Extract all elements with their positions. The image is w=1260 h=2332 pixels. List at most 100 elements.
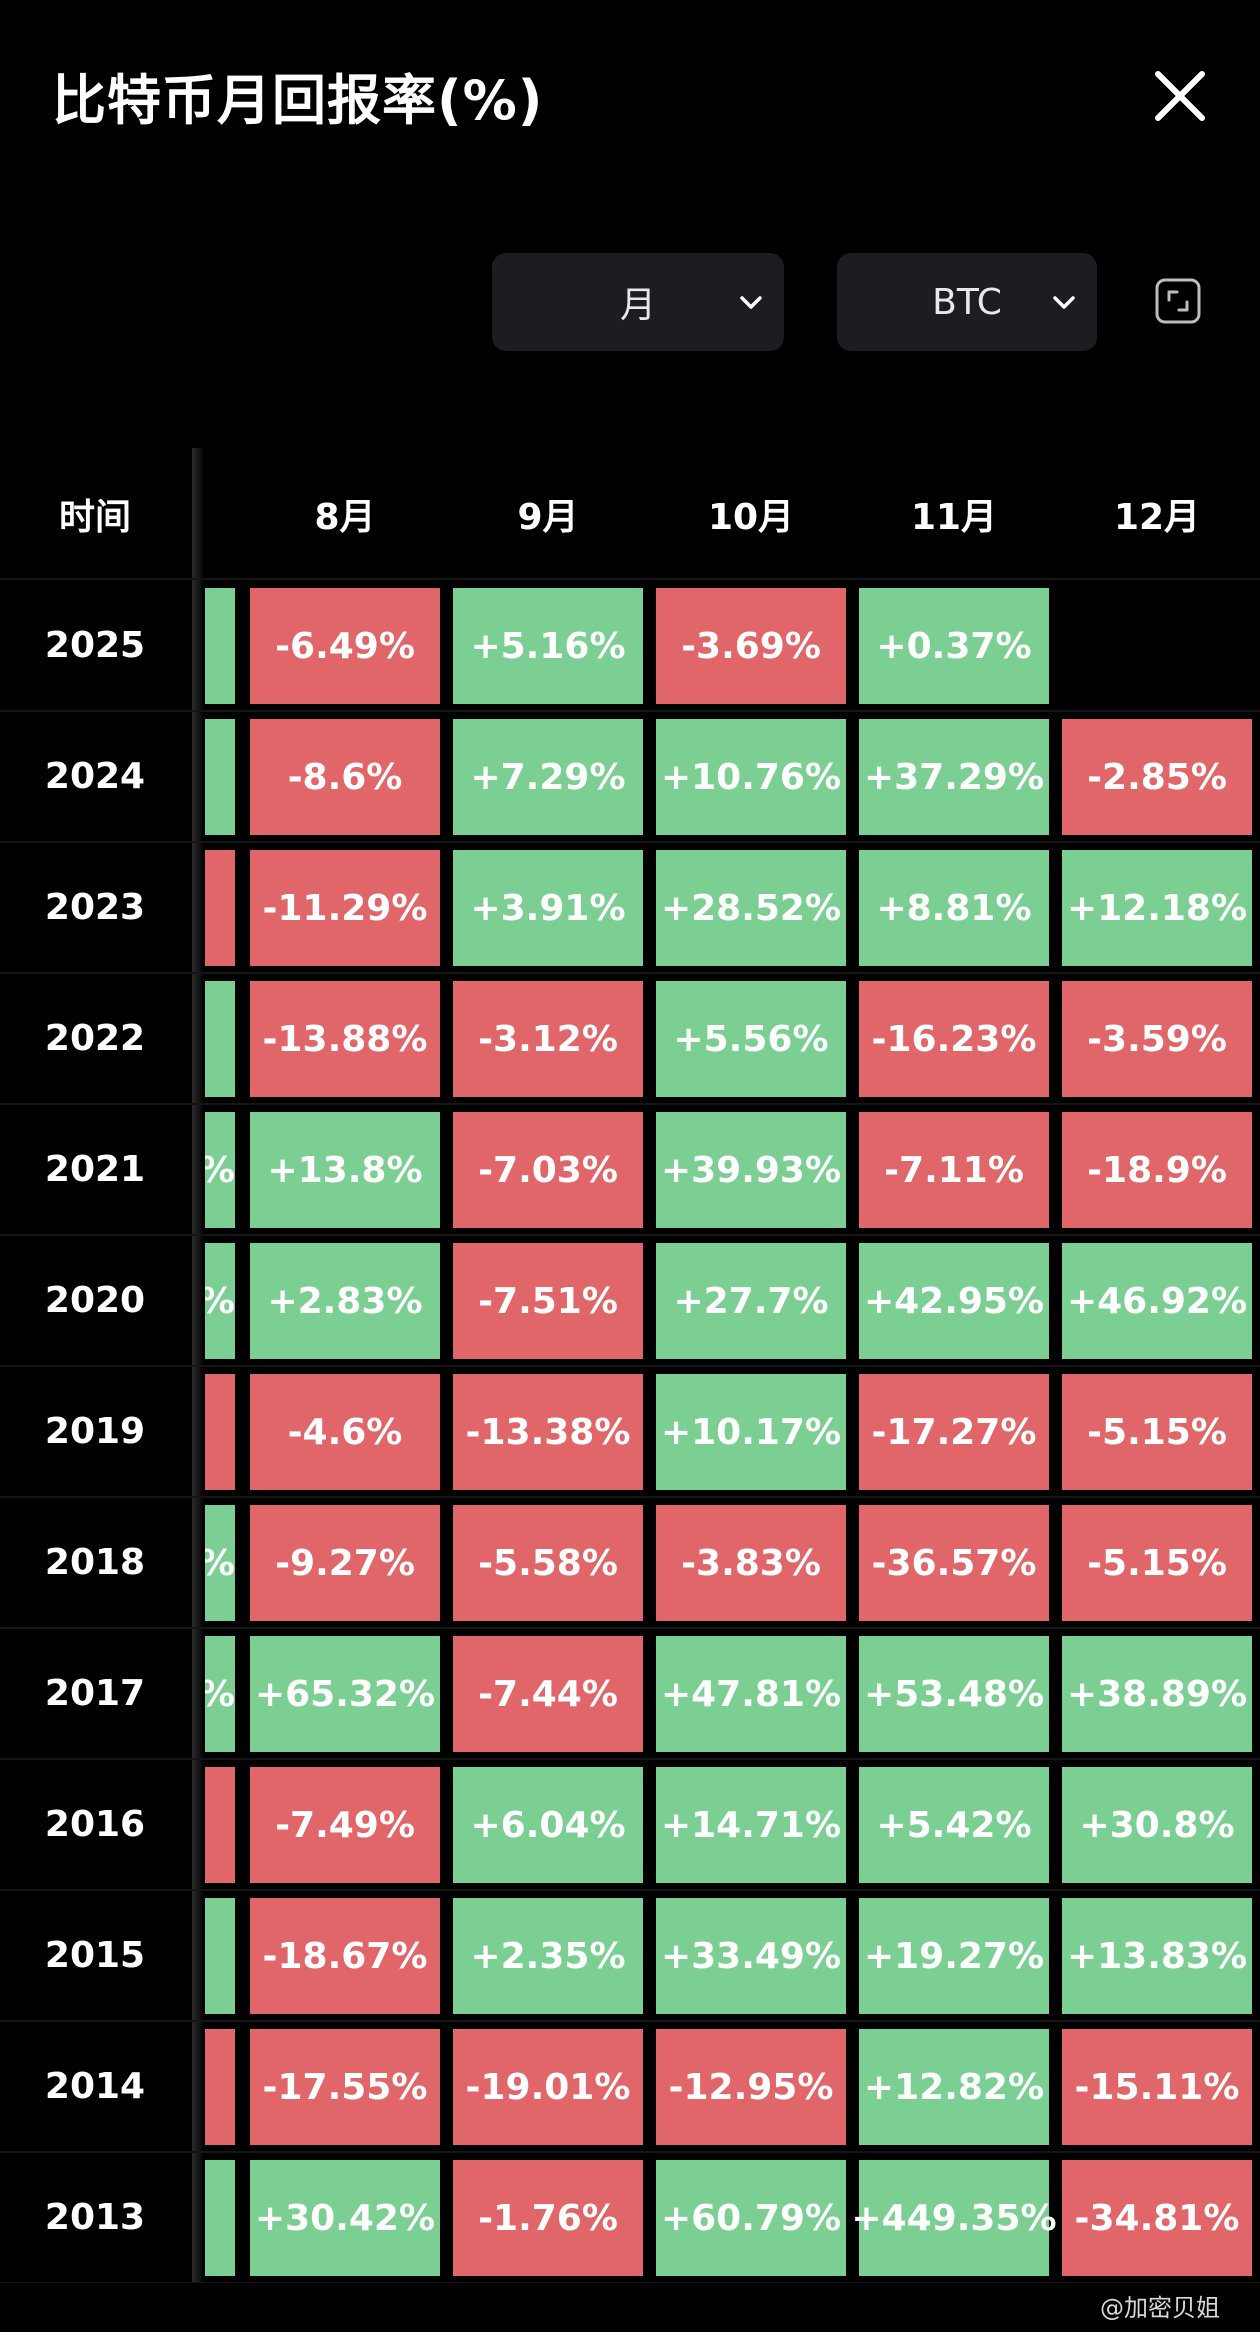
return-cell: -11.29% bbox=[250, 850, 440, 966]
return-cell: -13.88% bbox=[250, 981, 440, 1097]
period-select[interactable]: 月 bbox=[492, 253, 784, 351]
return-cell: -7.03% bbox=[453, 1112, 643, 1228]
partial-cell bbox=[205, 1374, 235, 1490]
row-year: 2021 bbox=[44, 1149, 146, 1190]
row-divider bbox=[0, 578, 1260, 580]
row-year: 2023 bbox=[44, 887, 146, 928]
return-cell: -17.27% bbox=[859, 1374, 1049, 1490]
period-select-value: 月 bbox=[619, 285, 656, 326]
row-divider bbox=[0, 2282, 1260, 2283]
row-divider bbox=[0, 841, 1260, 843]
return-cell: +13.83% bbox=[1062, 1898, 1252, 2014]
row-year: 2013 bbox=[44, 2197, 146, 2238]
partial-cell: % bbox=[205, 1636, 235, 1752]
return-cell: +38.89% bbox=[1062, 1636, 1252, 1752]
return-cell: +53.48% bbox=[859, 1636, 1049, 1752]
return-cell: -18.67% bbox=[250, 1898, 440, 2014]
return-cell: +2.35% bbox=[453, 1898, 643, 2014]
partial-cell: % bbox=[205, 1112, 235, 1228]
partial-cell bbox=[205, 588, 235, 704]
return-cell: +6.04% bbox=[453, 1767, 643, 1883]
return-cell: +65.32% bbox=[250, 1636, 440, 1752]
return-cell: +30.8% bbox=[1062, 1767, 1252, 1883]
return-cell: -3.59% bbox=[1062, 981, 1252, 1097]
row-divider bbox=[0, 1234, 1260, 1236]
row-divider bbox=[0, 1496, 1260, 1498]
return-cell: -3.12% bbox=[453, 981, 643, 1097]
chevron-down-icon bbox=[1053, 296, 1075, 309]
return-cell: +37.29% bbox=[859, 719, 1049, 835]
row-year: 2016 bbox=[44, 1804, 146, 1845]
return-cell: -7.44% bbox=[453, 1636, 643, 1752]
row-year: 2015 bbox=[44, 1935, 146, 1976]
return-cell: -4.6% bbox=[250, 1374, 440, 1490]
close-icon[interactable] bbox=[1150, 66, 1210, 126]
row-year: 2022 bbox=[44, 1018, 146, 1059]
return-cell: -7.51% bbox=[453, 1243, 643, 1359]
return-cell: +7.29% bbox=[453, 719, 643, 835]
partial-cell bbox=[205, 1898, 235, 2014]
partial-cell: % bbox=[205, 1243, 235, 1359]
return-cell: +10.76% bbox=[656, 719, 846, 835]
return-cell: +13.8% bbox=[250, 1112, 440, 1228]
return-cell: +5.16% bbox=[453, 588, 643, 704]
partial-cell bbox=[205, 719, 235, 835]
header-time: 时间 bbox=[58, 497, 131, 538]
return-cell: +10.17% bbox=[656, 1374, 846, 1490]
return-cell: +449.35% bbox=[851, 2160, 1057, 2276]
return-cell: +19.27% bbox=[859, 1898, 1049, 2014]
partial-cell bbox=[205, 2160, 235, 2276]
header-month: 9月 bbox=[517, 497, 579, 538]
return-cell: +42.95% bbox=[859, 1243, 1049, 1359]
row-year: 2017 bbox=[44, 1673, 146, 1714]
row-divider bbox=[0, 710, 1260, 712]
header-month: 11月 bbox=[910, 497, 998, 538]
return-cell: -6.49% bbox=[250, 588, 440, 704]
return-cell: -19.01% bbox=[453, 2029, 643, 2145]
return-cell: +0.37% bbox=[859, 588, 1049, 704]
return-cell: -5.15% bbox=[1062, 1374, 1252, 1490]
return-cell: +28.52% bbox=[656, 850, 846, 966]
return-cell: -2.85% bbox=[1062, 719, 1252, 835]
return-cell: +5.56% bbox=[656, 981, 846, 1097]
return-cell: +8.81% bbox=[859, 850, 1049, 966]
row-divider bbox=[0, 1103, 1260, 1105]
partial-cell bbox=[205, 2029, 235, 2145]
return-cell: +3.91% bbox=[453, 850, 643, 966]
row-divider bbox=[0, 2151, 1260, 2153]
row-year: 2020 bbox=[44, 1280, 146, 1321]
return-cell: +60.79% bbox=[656, 2160, 846, 2276]
row-year: 2019 bbox=[44, 1411, 146, 1452]
row-divider bbox=[0, 1758, 1260, 1760]
return-cell: +39.93% bbox=[656, 1112, 846, 1228]
return-cell: +14.71% bbox=[656, 1767, 846, 1883]
row-divider bbox=[0, 1365, 1260, 1367]
return-cell: -3.69% bbox=[656, 588, 846, 704]
return-cell: -7.11% bbox=[859, 1112, 1049, 1228]
return-cell: -16.23% bbox=[859, 981, 1049, 1097]
return-cell: -1.76% bbox=[453, 2160, 643, 2276]
return-cell: -9.27% bbox=[250, 1505, 440, 1621]
return-cell: -17.55% bbox=[250, 2029, 440, 2145]
asset-select-value: BTC bbox=[932, 281, 1002, 323]
row-divider bbox=[0, 972, 1260, 974]
return-cell: -5.15% bbox=[1062, 1505, 1252, 1621]
partial-cell bbox=[205, 850, 235, 966]
return-cell: +12.82% bbox=[859, 2029, 1049, 2145]
header-month: 8月 bbox=[314, 497, 376, 538]
return-cell: -5.58% bbox=[453, 1505, 643, 1621]
return-cell: -36.57% bbox=[859, 1505, 1049, 1621]
return-cell: -3.83% bbox=[656, 1505, 846, 1621]
expand-icon[interactable] bbox=[1155, 278, 1201, 324]
row-year: 2014 bbox=[44, 2066, 146, 2107]
page-title: 比特币月回报率(%) bbox=[52, 69, 544, 132]
row-year: 2024 bbox=[44, 756, 146, 797]
return-cell: -7.49% bbox=[250, 1767, 440, 1883]
header-month: 10月 bbox=[707, 497, 795, 538]
header-month: 12月 bbox=[1113, 497, 1201, 538]
asset-select[interactable]: BTC bbox=[837, 253, 1097, 351]
chevron-down-icon bbox=[740, 296, 762, 309]
row-divider bbox=[0, 2020, 1260, 2022]
return-cell: +47.81% bbox=[656, 1636, 846, 1752]
returns-table[interactable]: 时间 8月 9月 10月 11月 12月 2025 -6.49% +5.16% -3.69% +… bbox=[0, 448, 1260, 2283]
